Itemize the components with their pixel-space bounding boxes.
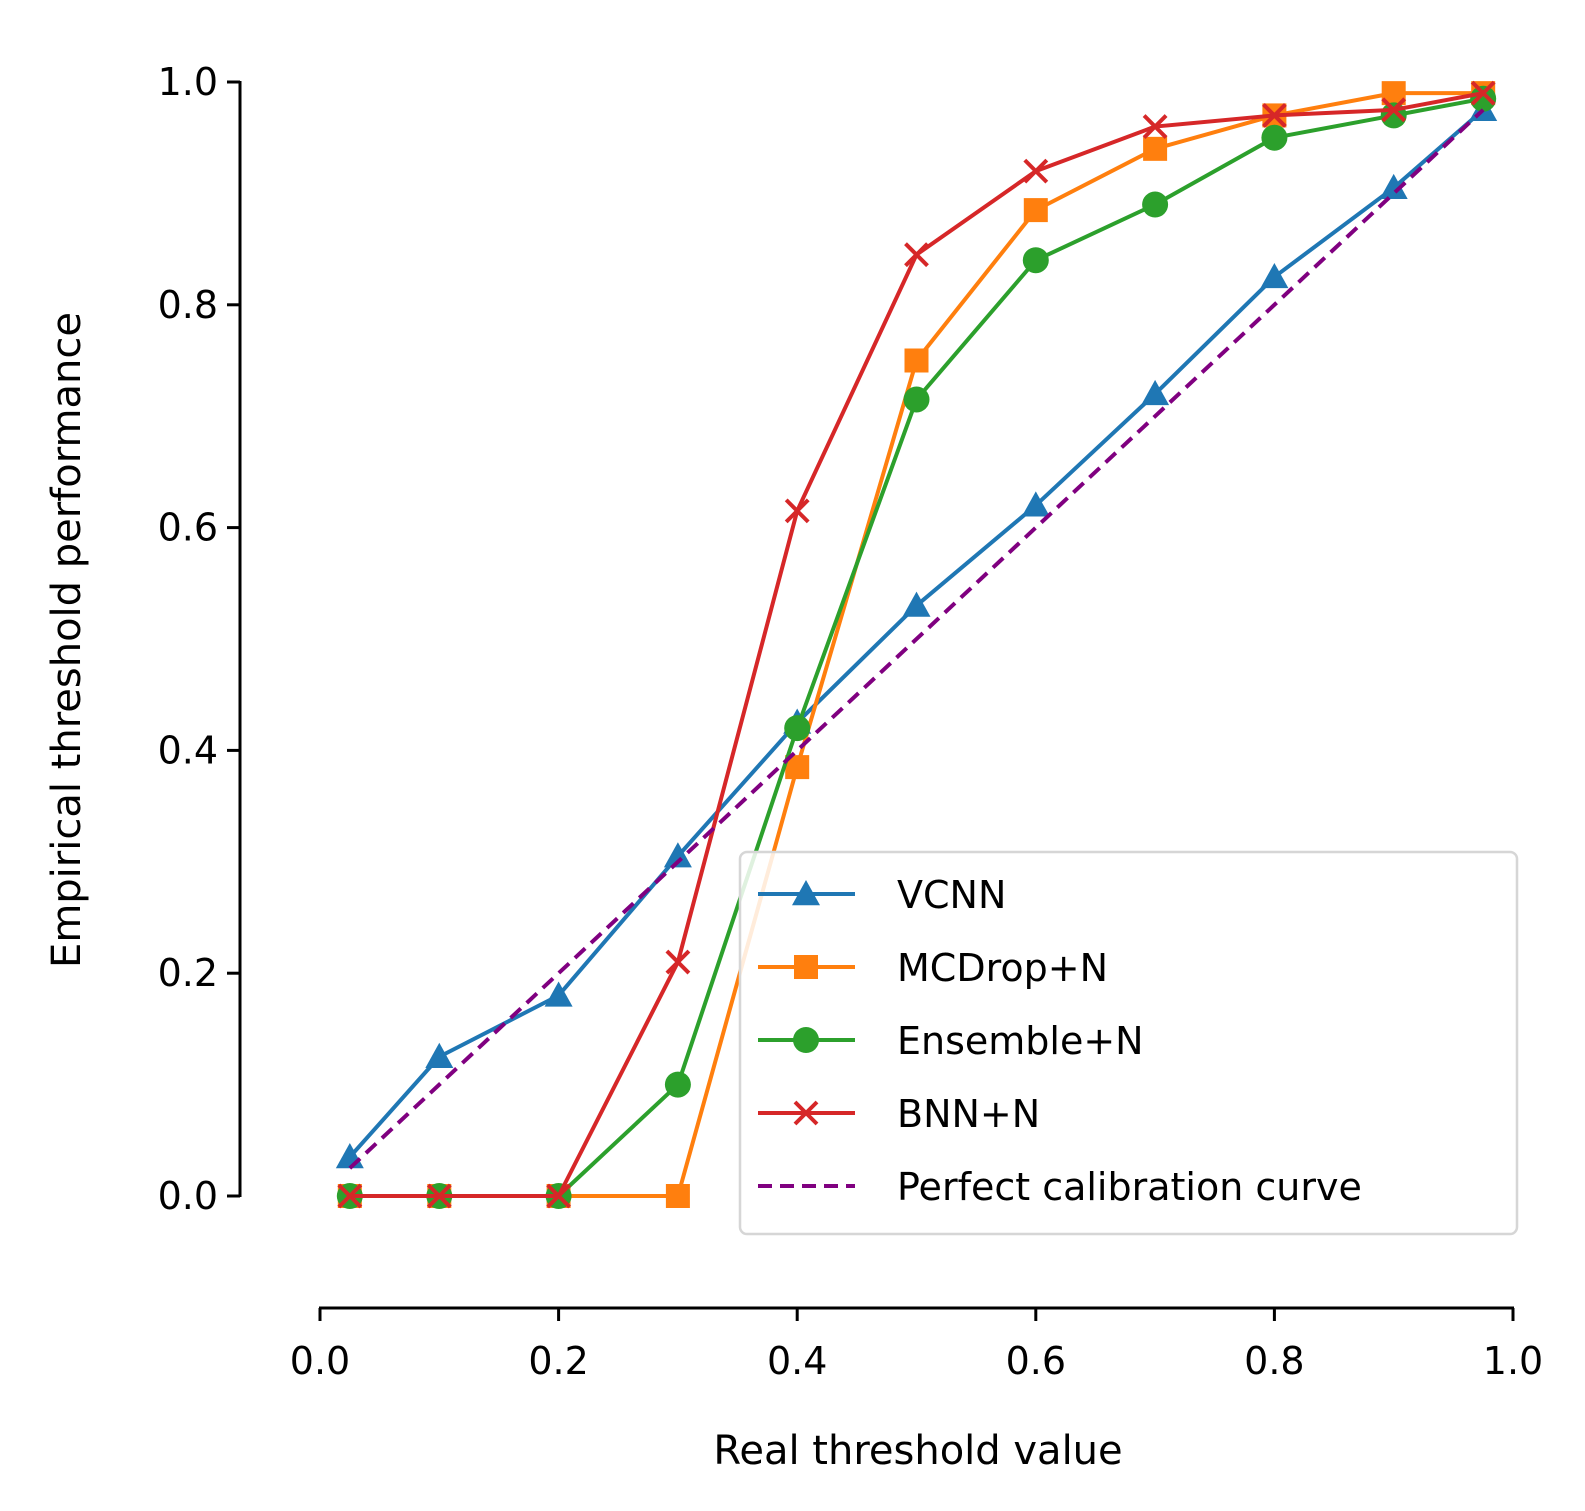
legend-marker bbox=[793, 1027, 819, 1053]
data-point-bnn-n bbox=[1470, 80, 1496, 106]
data-point-ensemble-n bbox=[1261, 124, 1288, 151]
data-point-ensemble-n bbox=[1022, 247, 1049, 274]
data-point-mcdrop-n bbox=[1023, 198, 1048, 223]
y-tick-label: 0.4 bbox=[158, 728, 218, 772]
legend-item-vcnn: VCNN bbox=[758, 873, 1006, 917]
data-point-vcnn bbox=[902, 591, 931, 617]
series-bnn-n bbox=[337, 80, 1496, 1209]
data-point-vcnn bbox=[663, 842, 692, 868]
y-tick-label: 0.2 bbox=[158, 951, 218, 995]
y-tick-label: 1.0 bbox=[158, 60, 218, 104]
data-point-vcnn bbox=[425, 1042, 454, 1068]
x-axis: 0.0 0.2 0.4 0.6 0.8 1.0 bbox=[290, 1306, 1543, 1383]
x-tick-label: 0.2 bbox=[528, 1339, 588, 1383]
data-point-bnn-n bbox=[426, 1183, 452, 1209]
data-point-bnn-n bbox=[665, 949, 691, 975]
data-point-bnn-n bbox=[337, 1183, 363, 1209]
legend-label: Perfect calibration curve bbox=[897, 1165, 1362, 1209]
y-axis: 0.0 0.2 0.4 0.6 0.8 1.0 bbox=[158, 60, 242, 1218]
x-tick-label: 0.6 bbox=[1006, 1339, 1066, 1383]
data-point-vcnn bbox=[1141, 379, 1170, 406]
legend-marker bbox=[792, 880, 820, 906]
y-tick-label: 0.8 bbox=[158, 283, 218, 327]
series-line-perfect-calibration-curve bbox=[348, 108, 1485, 1170]
x-tick-label: 0.0 bbox=[290, 1339, 350, 1383]
data-point-ensemble-n bbox=[664, 1071, 691, 1098]
data-point-ensemble-n bbox=[784, 715, 811, 742]
data-point-bnn-n bbox=[1142, 114, 1168, 139]
data-point-vcnn bbox=[544, 981, 573, 1007]
legend-item-perfect-calibration-curve: Perfect calibration curve bbox=[758, 1165, 1362, 1209]
data-point-vcnn bbox=[1379, 173, 1408, 200]
data-point-bnn-n bbox=[904, 242, 929, 268]
legend-item-ensemble-n: Ensemble+N bbox=[758, 1019, 1144, 1063]
data-point-bnn-n bbox=[1381, 97, 1407, 123]
data-point-bnn-n bbox=[784, 498, 810, 524]
legend-label: Ensemble+N bbox=[897, 1019, 1144, 1063]
data-point-ensemble-n bbox=[1142, 191, 1169, 218]
data-point-bnn-n bbox=[1261, 103, 1287, 128]
series-vcnn bbox=[335, 95, 1498, 1169]
series-perfect-calibration-curve bbox=[348, 108, 1485, 1170]
x-tick-label: 0.8 bbox=[1244, 1339, 1304, 1383]
y-axis-label: Empirical threshold performance bbox=[44, 312, 90, 968]
legend: VCNN MCDrop+N Ensemble+N BNN+N Perfect calib… bbox=[738, 850, 1519, 1236]
data-point-mcdrop-n bbox=[1143, 136, 1168, 161]
legend-box bbox=[738, 850, 1519, 1236]
y-tick-label: 0.6 bbox=[158, 506, 218, 550]
legend-item-bnn-n: BNN+N bbox=[758, 1092, 1040, 1136]
x-tick-label: 1.0 bbox=[1483, 1339, 1543, 1383]
x-tick-label: 0.4 bbox=[767, 1339, 827, 1383]
legend-label: BNN+N bbox=[897, 1092, 1040, 1136]
data-point-vcnn bbox=[1021, 491, 1050, 517]
legend-item-mcdrop-n: MCDrop+N bbox=[758, 946, 1108, 990]
legend-label: MCDrop+N bbox=[897, 946, 1108, 990]
y-tick-label: 0.0 bbox=[158, 1174, 218, 1218]
x-axis-label: Real threshold value bbox=[713, 1428, 1122, 1474]
legend-marker bbox=[793, 1100, 819, 1126]
data-point-mcdrop-n bbox=[904, 348, 929, 373]
data-point-bnn-n bbox=[546, 1183, 572, 1209]
data-point-bnn-n bbox=[1023, 158, 1049, 184]
series-layer bbox=[335, 80, 1498, 1209]
data-point-ensemble-n bbox=[903, 386, 930, 413]
legend-label: VCNN bbox=[897, 873, 1006, 917]
data-point-vcnn bbox=[1260, 262, 1289, 289]
data-point-mcdrop-n bbox=[665, 1184, 690, 1208]
data-point-ensemble-n bbox=[1470, 85, 1497, 112]
legend-marker bbox=[794, 955, 818, 979]
